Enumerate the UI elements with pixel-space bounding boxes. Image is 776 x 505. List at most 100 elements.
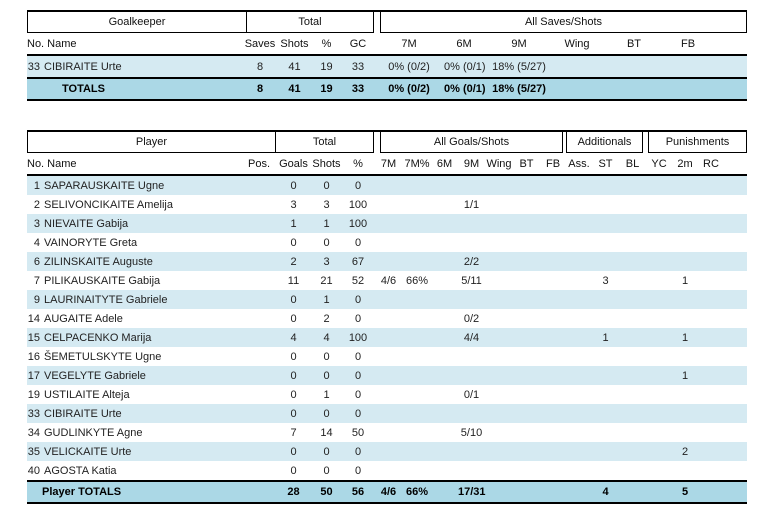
stat-cell (698, 461, 724, 481)
stat-cell: 19 (320, 60, 333, 73)
stat-cell (646, 252, 672, 271)
stat-cell: 0/2 (463, 312, 480, 325)
col-header-wing: Wing (485, 153, 513, 176)
stat-cell (619, 366, 646, 385)
col-header-2m: 2m (672, 153, 698, 176)
stat-cell (374, 195, 403, 214)
stat-cell: 18% (5/27) (492, 60, 546, 73)
stat-cell (646, 328, 672, 347)
stat-cell (540, 290, 566, 309)
stat-cell: 0 (290, 445, 297, 458)
group-header-all-goals-shots: All Goals/Shots (380, 132, 563, 153)
name-cell: 17 VEGELYTE Gabriele (27, 369, 146, 382)
col-header-yc: YC (646, 153, 672, 176)
stat-cell (554, 78, 600, 100)
stat-cell (485, 481, 513, 503)
stat-cell (600, 55, 668, 78)
stat-cell: 0 (354, 369, 362, 382)
player-row: 35 VELICKAITE Urte 0 0 0 2 (27, 442, 747, 461)
stat-cell (513, 233, 540, 252)
stat-cell (672, 252, 698, 271)
spacer (724, 271, 747, 290)
stat-cell (513, 252, 540, 271)
stat-cell: 1 (681, 274, 689, 287)
stat-cell (485, 252, 513, 271)
group-header-additionals: Additionals (566, 132, 643, 153)
name-cell: 15 CELPACENKO Marija (27, 331, 152, 344)
stat-cell (540, 328, 566, 347)
spacer (724, 404, 747, 423)
col-header-7m-pct: 7M% (403, 153, 431, 176)
stat-cell (540, 385, 566, 404)
name-cell: 3 NIEVAITE Gabija (33, 217, 129, 230)
stat-cell (668, 55, 708, 78)
col-header-gc: GC (342, 33, 374, 56)
stat-cell (672, 233, 698, 252)
stat-cell (374, 404, 403, 423)
stat-cell (485, 423, 513, 442)
stat-cell (431, 214, 458, 233)
player-group-header-row: Player Total All Goals/Shots Additionals… (27, 130, 747, 153)
stat-cell (698, 214, 724, 233)
stat-cell (513, 385, 540, 404)
col-header-bt: BT (513, 153, 540, 176)
stat-cell (698, 366, 724, 385)
spacer (724, 481, 747, 503)
stat-cell: 3 (323, 198, 330, 211)
stat-cell (672, 385, 698, 404)
stat-cell (485, 214, 513, 233)
stat-cell (403, 366, 431, 385)
spacer (724, 347, 747, 366)
stat-cell: 0 (290, 407, 297, 420)
stat-cell (600, 78, 668, 100)
stat-cell: 0 (354, 464, 362, 477)
stat-cell (403, 385, 431, 404)
spacer (724, 423, 747, 442)
stat-cell (513, 366, 540, 385)
stat-cell (646, 366, 672, 385)
stat-cell (566, 175, 592, 195)
name-cell: 34 GUDLINKYTE Agne (27, 426, 143, 439)
stat-cell (540, 423, 566, 442)
stat-cell (458, 214, 485, 233)
stat-cell (403, 328, 431, 347)
stat-cell: 4/6 (380, 274, 397, 287)
col-header-wing: Wing (554, 33, 600, 56)
stat-cell (646, 271, 672, 290)
group-header-total: Total (247, 12, 374, 33)
stat-cell: 100 (348, 217, 368, 230)
stat-cell (374, 290, 403, 309)
stat-cell: 41 (288, 60, 301, 73)
stat-cell (403, 195, 431, 214)
col-header-bt: BT (600, 33, 668, 56)
col-header-7m: 7M (374, 33, 444, 56)
stat-cell (242, 214, 276, 233)
stat-cell (485, 404, 513, 423)
stat-cell (458, 442, 485, 461)
stat-cell (672, 461, 698, 481)
stat-cell (513, 309, 540, 328)
stat-cell (672, 175, 698, 195)
stat-cell (242, 328, 276, 347)
stat-cell: 0 (290, 179, 297, 192)
stat-cell: 5 (681, 486, 689, 498)
stat-cell (646, 404, 672, 423)
stat-cell (646, 309, 672, 328)
stat-cell: 3 (602, 274, 609, 287)
stat-cell (540, 347, 566, 366)
stat-cell (566, 309, 592, 328)
stat-cell (566, 423, 592, 442)
stat-cell (485, 271, 513, 290)
stat-cell: 3 (290, 198, 297, 211)
stat-cell (485, 175, 513, 195)
stat-cell (672, 214, 698, 233)
stat-cell (698, 290, 724, 309)
stat-cell (513, 404, 540, 423)
stat-cell (403, 175, 431, 195)
stat-cell (431, 175, 458, 195)
stat-cell (698, 328, 724, 347)
stat-cell (698, 175, 724, 195)
stat-cell (566, 271, 592, 290)
stat-cell (566, 328, 592, 347)
stat-cell: 66% (405, 274, 429, 287)
